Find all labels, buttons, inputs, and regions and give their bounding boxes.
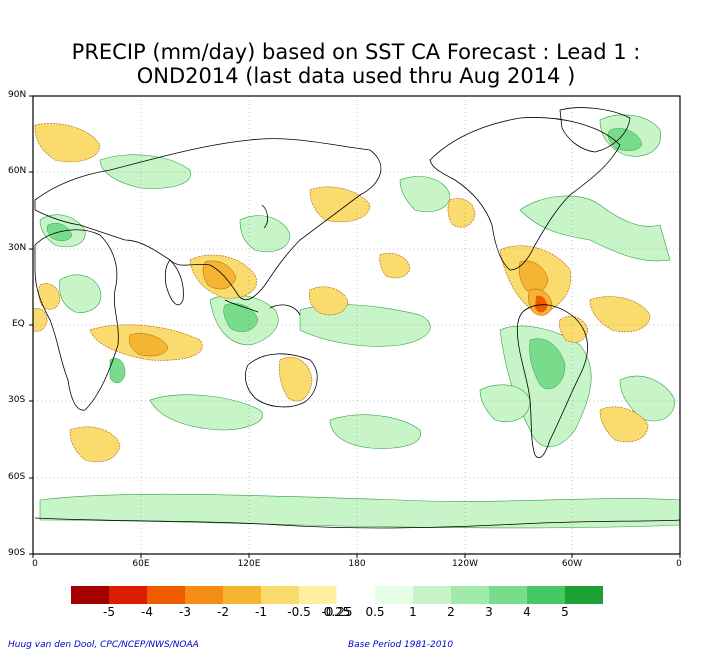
extreme-dry-regions bbox=[535, 295, 548, 313]
colorbar-swatch bbox=[451, 586, 489, 604]
colorbar-swatch bbox=[565, 586, 603, 604]
colorbar-swatch bbox=[71, 586, 109, 604]
colorbar-swatch bbox=[223, 586, 261, 604]
colorbar-swatch bbox=[185, 586, 223, 604]
colorbar-label: 4 bbox=[523, 605, 531, 619]
colorbar-label: -2 bbox=[217, 605, 229, 619]
colorbar-label: -3 bbox=[179, 605, 191, 619]
lon-tick-label: 0 bbox=[32, 559, 38, 569]
colorbar-label: 5 bbox=[561, 605, 569, 619]
colorbar-label: -5 bbox=[103, 605, 115, 619]
strong-dry-regions bbox=[129, 260, 553, 357]
lon-tick-label: 180 bbox=[348, 559, 366, 569]
anomaly-field bbox=[33, 107, 680, 529]
colorbar-swatch bbox=[261, 586, 299, 604]
colorbar-label: -4 bbox=[141, 605, 153, 619]
colorbar-swatch bbox=[299, 586, 337, 604]
lon-tick-label: 60E bbox=[132, 559, 150, 569]
lat-tick-label: 60S bbox=[8, 472, 26, 482]
colorbar-label: 2 bbox=[447, 605, 455, 619]
colorbar-swatch bbox=[527, 586, 565, 604]
colorbar-label: 0.5 bbox=[365, 605, 385, 619]
colorbar-swatch bbox=[413, 586, 451, 604]
grid-lines bbox=[33, 96, 680, 554]
lon-tick-label: 120W bbox=[451, 559, 479, 569]
lon-tick-label: 120E bbox=[237, 559, 261, 569]
lat-tick-label: 90N bbox=[8, 90, 27, 100]
colorbar-swatch bbox=[336, 585, 376, 605]
lat-tick-label: 60N bbox=[8, 166, 27, 176]
colorbar-label: -0.5 bbox=[287, 605, 311, 619]
credit-text: Huug van den Dool, CPC/NCEP/NWS/NOAA bbox=[8, 640, 199, 650]
lat-tick-label: 90S bbox=[8, 548, 26, 558]
colorbar-swatch bbox=[109, 586, 147, 604]
colorbar-label: 3 bbox=[485, 605, 493, 619]
colorbar bbox=[71, 585, 603, 605]
colorbar-label: 0.25 bbox=[323, 605, 351, 619]
colorbar-swatch bbox=[375, 586, 413, 604]
dry-anomaly-regions bbox=[33, 123, 651, 463]
lon-tick-label: 60W bbox=[561, 559, 583, 569]
axis-ticks bbox=[29, 95, 681, 558]
chart-title-line2: OND2014 (last data used thru Aug 2014 ) bbox=[136, 64, 576, 88]
colorbar-swatch bbox=[489, 586, 527, 604]
colorbar-label: -0.25 bbox=[321, 605, 353, 619]
base-period-text: Base Period 1981-2010 bbox=[348, 640, 454, 650]
lat-tick-label: EQ bbox=[12, 319, 25, 329]
chart-title-line1: PRECIP (mm/day) based on SST CA Forecast… bbox=[71, 40, 641, 64]
lat-tick-label: 30N bbox=[8, 243, 27, 253]
colorbar-label: 1 bbox=[409, 605, 417, 619]
colorbar-label: -1 bbox=[255, 605, 267, 619]
lon-tick-label: 0 bbox=[676, 559, 682, 569]
colorbar-swatch bbox=[147, 586, 185, 604]
coastlines bbox=[34, 107, 680, 529]
lat-tick-label: 30S bbox=[8, 395, 26, 405]
